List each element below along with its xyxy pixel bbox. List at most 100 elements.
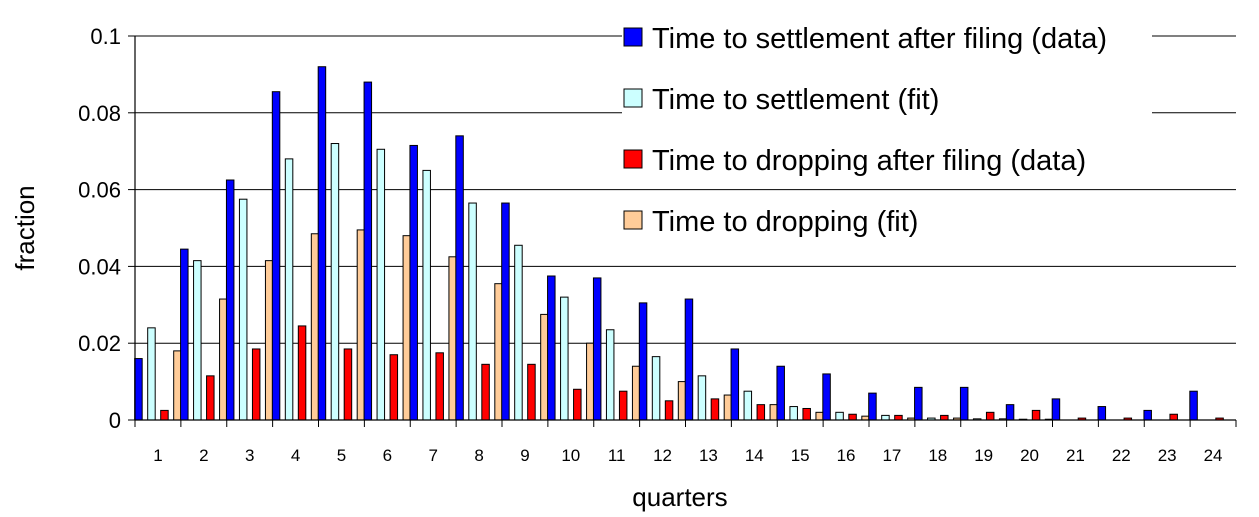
x-tick-label: 12 (653, 446, 672, 465)
x-tick-label: 9 (520, 446, 529, 465)
y-tick-label: 0.02 (78, 331, 121, 356)
bar-1-4 (271, 91, 281, 421)
bar-3-5 (343, 348, 353, 421)
x-tick-label: 23 (1158, 446, 1177, 465)
bar-1-23 (1143, 409, 1152, 421)
bar-3-8 (481, 363, 490, 421)
x-tick-label: 5 (337, 446, 346, 465)
bar-1-9 (501, 202, 510, 421)
legend-bg (622, 81, 1152, 121)
bar-3-19 (985, 411, 995, 421)
x-tick-label: 8 (474, 446, 483, 465)
bar-3-16 (848, 413, 857, 421)
bar-1-10 (547, 275, 556, 421)
x-tick-label: 24 (1204, 446, 1223, 465)
x-tick-label: 17 (882, 446, 901, 465)
bar-1-13 (684, 298, 694, 421)
bar-1-8 (455, 135, 464, 421)
bars (134, 66, 1224, 421)
bar-3-4 (297, 325, 307, 421)
y-tick-label: 0.08 (78, 101, 121, 126)
axes (128, 35, 1237, 427)
bar-3-13 (710, 398, 720, 421)
y-tick-label: 0 (109, 408, 121, 433)
bar-2-9 (514, 244, 523, 421)
bar-2-3 (238, 198, 248, 421)
legend-bg (622, 203, 1152, 243)
x-tick-label: 3 (245, 446, 254, 465)
bar-2-2 (193, 260, 202, 421)
x-tick-label: 7 (428, 446, 437, 465)
bar-2-5 (330, 143, 340, 421)
legend-label: Time to settlement (fit) (652, 84, 939, 116)
legend-bg (622, 20, 1152, 60)
legend-bg (622, 142, 1152, 182)
x-tick-label: 1 (153, 446, 162, 465)
bar-3-12 (664, 400, 674, 421)
bar-2-10 (560, 296, 569, 421)
bar-1-6 (363, 81, 373, 421)
bar-3-3 (251, 348, 261, 421)
legend: Time to settlement after filing (data) Ti… (622, 20, 1152, 243)
x-tick-label: 13 (699, 446, 718, 465)
bar-3-6 (389, 354, 399, 421)
x-tick-label: 10 (561, 446, 580, 465)
bar-1-15 (776, 365, 785, 421)
bar-2-17 (881, 414, 890, 421)
bar-3-7 (435, 352, 444, 421)
x-tick-label: 18 (928, 446, 947, 465)
bar-1-14 (730, 348, 740, 421)
bar-1-5 (317, 66, 327, 421)
legend-label: Time to dropping after filing (data) (652, 145, 1086, 177)
bar-1-24 (1189, 390, 1198, 421)
legend-swatch (623, 88, 643, 108)
bar-2-13 (697, 375, 707, 421)
bar-3-18 (940, 414, 949, 421)
x-tick-label: 16 (837, 446, 856, 465)
bar-3-14 (756, 404, 766, 421)
bar-2-1 (147, 327, 156, 421)
bar-2-15 (789, 406, 798, 421)
bar-2-12 (651, 356, 661, 421)
bar-2-11 (605, 329, 615, 421)
y-tick-labels: 0 0.02 0.04 0.06 0.08 0.1 (78, 24, 121, 433)
bar-1-19 (959, 386, 969, 421)
bar-2-6 (376, 148, 386, 421)
x-tick-labels: 1 2 3 4 5 6 7 8 9 10 11 12 13 14 15 16 17 18 19 20 21 22 23 24 (153, 446, 1222, 465)
bar-3-20 (1031, 409, 1041, 421)
legend-label: Time to dropping (fit) (652, 206, 918, 238)
bar-1-17 (868, 392, 877, 421)
x-tick-label: 20 (1020, 446, 1039, 465)
x-tick-label: 11 (608, 446, 626, 465)
bar-2-8 (468, 202, 477, 421)
x-tick-label: 14 (745, 446, 764, 465)
y-tick-label: 0.1 (90, 24, 121, 49)
bar-3-17 (894, 414, 903, 421)
legend-swatch (623, 210, 643, 230)
y-tick-label: 0.04 (78, 254, 121, 279)
x-tick-label: 2 (199, 446, 208, 465)
legend-swatch (623, 27, 643, 47)
bar-3-2 (206, 375, 215, 421)
bar-2-4 (284, 158, 294, 421)
bar-2-14 (743, 390, 753, 421)
bar-3-1 (160, 409, 169, 421)
x-tick-label: 6 (383, 446, 392, 465)
bar-1-12 (638, 302, 648, 421)
bar-1-2 (180, 248, 189, 421)
bar-1-11 (592, 277, 602, 421)
bar-1-16 (822, 373, 831, 421)
bar-3-11 (618, 390, 628, 421)
y-tick-label: 0.06 (78, 178, 121, 203)
x-tick-label: 22 (1112, 446, 1131, 465)
bar-3-10 (573, 388, 582, 421)
bar-2-7 (422, 169, 431, 421)
bar-1-1 (134, 358, 143, 421)
bar-1-3 (225, 179, 235, 421)
bar-1-18 (914, 386, 923, 421)
bar-1-22 (1097, 406, 1107, 421)
x-tick-label: 19 (974, 446, 993, 465)
bar-1-7 (409, 144, 418, 421)
bar-1-21 (1051, 398, 1061, 421)
